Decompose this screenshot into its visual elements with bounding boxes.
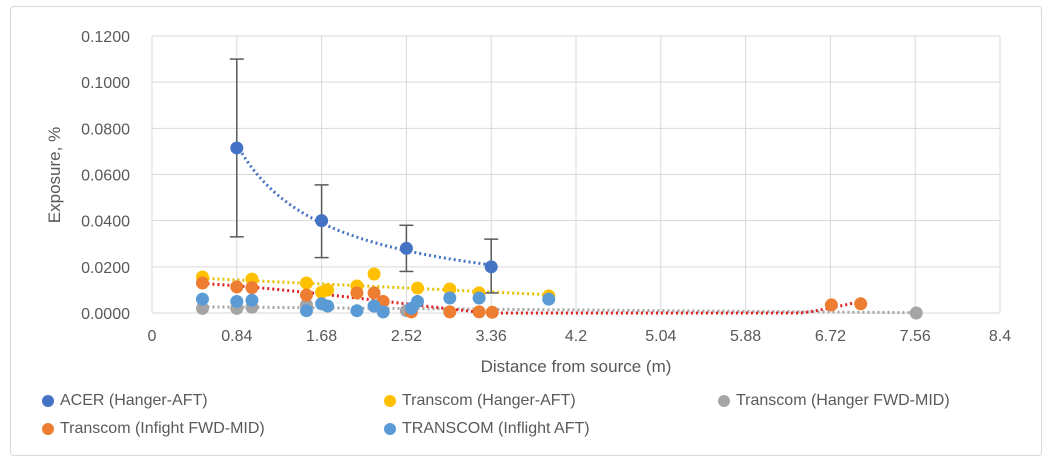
- y-tick-label: 0.1000: [81, 75, 130, 92]
- data-point-series-3: [854, 297, 868, 311]
- legend-item: Transcom (Hanger-AFT): [384, 392, 576, 410]
- legend-item: Transcom (Hanger FWD-MID): [718, 392, 950, 410]
- data-point-series-4: [443, 291, 457, 305]
- trendline-0: [235, 143, 492, 267]
- y-axis-label: Exposure, %: [45, 127, 64, 223]
- data-point-series-1: [411, 281, 425, 295]
- data-point-series-3: [245, 281, 259, 295]
- data-point-series-4: [195, 292, 209, 306]
- x-tick-label: 0.84: [221, 328, 252, 345]
- data-point-series-3: [350, 286, 364, 300]
- data-point-series-4: [321, 299, 335, 313]
- data-point-series-1: [367, 267, 381, 281]
- data-point-series-3: [230, 280, 244, 294]
- y-tick-label: 0.0600: [81, 168, 130, 185]
- data-point-series-4: [230, 294, 244, 308]
- y-tick-label: 0.0000: [81, 306, 130, 323]
- legend-item: Transcom (Infight FWD-MID): [42, 420, 265, 438]
- data-point-series-4: [411, 294, 425, 308]
- y-tick-label: 0.0800: [81, 121, 130, 138]
- legend-label: TRANSCOM (Inflight AFT): [402, 420, 590, 437]
- data-point-series-1: [443, 282, 457, 296]
- legend-marker-icon: [42, 423, 54, 435]
- data-point-series-4: [542, 292, 556, 306]
- data-point-series-0: [484, 260, 498, 274]
- data-point-series-4: [376, 305, 390, 319]
- x-tick-label: 8.4: [989, 328, 1011, 345]
- legend-label: Transcom (Hanger-AFT): [402, 392, 576, 409]
- data-point-series-3: [485, 305, 499, 319]
- legend-label: Transcom (Infight FWD-MID): [60, 420, 265, 437]
- y-tick-label: 0.1200: [81, 29, 130, 46]
- trendline-2: [202, 305, 917, 315]
- data-point-series-4: [245, 293, 259, 307]
- data-point-series-1: [321, 283, 335, 297]
- data-point-series-4: [472, 291, 486, 305]
- data-point-series-2: [909, 306, 923, 320]
- y-tick-label: 0.0200: [81, 260, 130, 277]
- data-point-series-4: [299, 304, 313, 318]
- legend-marker-icon: [718, 395, 730, 407]
- x-tick-label: 5.04: [645, 328, 676, 345]
- data-point-series-4: [350, 304, 364, 318]
- data-point-series-3: [472, 305, 486, 319]
- data-point-series-2: [195, 301, 209, 315]
- data-point-series-1: [299, 276, 313, 290]
- x-tick-label: 4.2: [565, 328, 587, 345]
- x-axis-label: Distance from source (m): [481, 357, 672, 376]
- legend-label: ACER (Hanger-AFT): [60, 392, 208, 409]
- x-tick-label: 1.68: [306, 328, 337, 345]
- data-point-series-3: [195, 276, 209, 290]
- legend-marker-icon: [42, 395, 54, 407]
- data-point-series-0: [399, 241, 413, 255]
- data-point-series-0: [315, 214, 329, 228]
- chart-frame: [10, 6, 1042, 456]
- data-point-series-3: [443, 305, 457, 319]
- x-tick-label: 5.88: [730, 328, 761, 345]
- x-tick-label: 6.72: [815, 328, 846, 345]
- x-tick-label: 3.36: [476, 328, 507, 345]
- legend-label: Transcom (Hanger FWD-MID): [736, 392, 950, 409]
- y-tick-label: 0.0400: [81, 214, 130, 231]
- x-tick-label: 2.52: [391, 328, 422, 345]
- legend-item: ACER (Hanger-AFT): [42, 392, 208, 410]
- x-tick-label: 7.56: [900, 328, 931, 345]
- legend-marker-icon: [384, 395, 396, 407]
- x-tick-label: 0: [148, 328, 157, 345]
- legend-item: TRANSCOM (Inflight AFT): [384, 420, 590, 438]
- data-point-series-3: [824, 298, 838, 312]
- data-point-series-0: [230, 141, 244, 155]
- legend-marker-icon: [384, 423, 396, 435]
- data-point-series-3: [367, 286, 381, 300]
- data-point-series-3: [299, 288, 313, 302]
